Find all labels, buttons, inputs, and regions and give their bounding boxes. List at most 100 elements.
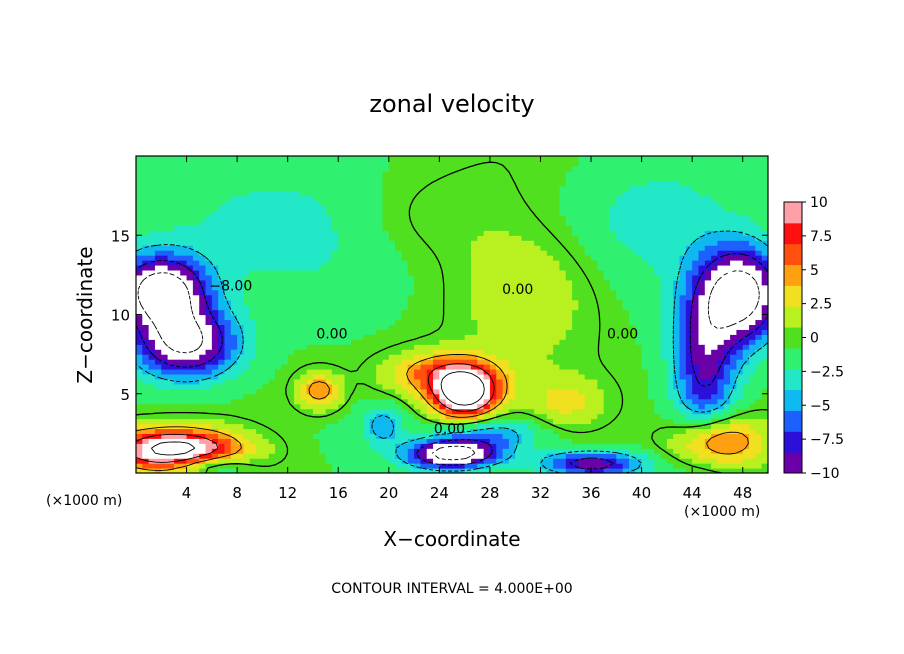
field-cell xyxy=(420,264,428,271)
field-cell xyxy=(281,468,289,473)
field-cell xyxy=(382,458,390,464)
field-cell xyxy=(224,443,232,449)
field-cell xyxy=(508,279,516,286)
field-cell xyxy=(325,260,333,266)
field-cell xyxy=(635,339,643,345)
field-cell xyxy=(610,468,617,473)
field-cell xyxy=(723,349,731,355)
field-cell xyxy=(306,304,314,311)
field-cell xyxy=(218,260,226,266)
field-cell xyxy=(420,304,428,311)
field-cell xyxy=(363,359,371,365)
field-cell xyxy=(161,235,169,241)
field-cell xyxy=(445,319,453,325)
field-cell xyxy=(755,309,763,316)
field-cell xyxy=(180,423,188,430)
field-cell xyxy=(515,344,523,350)
field-cell xyxy=(559,403,567,410)
field-cell xyxy=(262,349,270,355)
field-cell xyxy=(401,250,409,256)
field-cell xyxy=(142,443,150,449)
field-cell xyxy=(363,368,371,375)
field-cell xyxy=(388,413,396,420)
field-cell xyxy=(180,354,188,360)
field-cell xyxy=(243,398,251,405)
field-cell xyxy=(755,269,763,276)
field-cell xyxy=(730,344,737,350)
field-cell xyxy=(489,260,497,266)
field-cell xyxy=(628,383,636,390)
field-cell xyxy=(300,289,308,296)
field-cell xyxy=(294,245,301,251)
field-cell xyxy=(142,255,150,261)
field-cell xyxy=(382,279,390,286)
field-cell xyxy=(331,255,339,261)
field-cell xyxy=(736,383,744,390)
field-cell xyxy=(723,279,731,286)
field-cell xyxy=(369,225,377,231)
field-cell xyxy=(685,319,693,325)
field-cell xyxy=(521,373,529,380)
field-cell xyxy=(723,264,731,271)
field-cell xyxy=(344,359,352,365)
field-cell xyxy=(287,284,295,291)
field-cell xyxy=(470,304,478,311)
field-cell xyxy=(306,368,314,375)
field-cell xyxy=(414,304,421,311)
field-cell xyxy=(331,458,339,464)
field-cell xyxy=(521,448,529,454)
field-cell xyxy=(344,453,352,459)
field-cell xyxy=(546,458,554,464)
field-cell xyxy=(527,359,535,365)
field-cell xyxy=(325,448,333,454)
field-cell xyxy=(704,368,712,375)
field-cell xyxy=(407,230,415,236)
field-cell xyxy=(211,289,219,296)
field-cell xyxy=(502,324,510,330)
field-cell xyxy=(167,428,175,434)
field-cell xyxy=(742,364,750,370)
field-cell xyxy=(515,378,523,385)
field-cell xyxy=(628,393,636,400)
field-cell xyxy=(641,240,649,246)
field-cell xyxy=(527,433,535,439)
field-cell xyxy=(502,245,510,251)
field-cell xyxy=(287,309,295,316)
field-cell xyxy=(685,284,693,291)
field-cell xyxy=(256,408,263,415)
field-cell xyxy=(477,255,485,261)
field-cell xyxy=(154,324,162,330)
field-cell xyxy=(534,319,542,325)
field-cell xyxy=(420,448,428,454)
field-cell xyxy=(692,289,700,296)
field-cell xyxy=(218,373,226,380)
field-cell xyxy=(306,230,314,236)
field-cell xyxy=(426,443,434,449)
field-cell xyxy=(610,458,617,464)
field-cell xyxy=(546,364,554,370)
field-cell xyxy=(761,359,768,365)
field-cell xyxy=(142,289,150,296)
field-cell xyxy=(439,324,447,330)
field-cell xyxy=(445,418,453,425)
field-cell xyxy=(312,453,320,459)
field-cell xyxy=(483,269,491,276)
field-cell xyxy=(388,314,396,321)
field-cell xyxy=(180,245,188,251)
field-cell xyxy=(578,359,586,365)
field-cell xyxy=(319,448,327,454)
field-cell xyxy=(350,334,358,340)
field-cell xyxy=(755,463,763,469)
field-cell xyxy=(338,240,346,246)
field-cell xyxy=(527,289,535,296)
field-cell xyxy=(369,260,377,266)
field-cell xyxy=(559,423,567,430)
field-cell xyxy=(717,339,725,345)
field-cell xyxy=(755,453,763,459)
field-cell xyxy=(281,225,289,231)
field-cell xyxy=(237,344,245,350)
field-cell xyxy=(603,349,611,355)
field-cell xyxy=(704,403,712,410)
field-cell xyxy=(256,393,263,400)
field-cell xyxy=(376,443,384,449)
